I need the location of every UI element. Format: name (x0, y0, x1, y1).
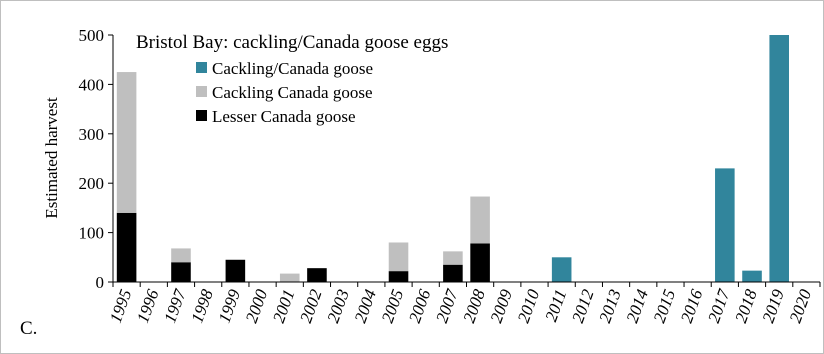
x-tick-label: 2006 (405, 286, 435, 325)
x-tick-label: 1998 (187, 286, 217, 325)
x-tick-label: 2017 (704, 285, 734, 325)
bar-1995-series-1 (116, 72, 137, 213)
bar-2005-series-1 (388, 242, 409, 272)
x-tick-label: 2007 (432, 285, 462, 325)
bar-2018-series-2 (742, 270, 762, 282)
y-axis-label: Estimated harvest (42, 97, 61, 219)
x-tick-label: 2008 (459, 286, 489, 325)
bar-2007-series-0 (443, 264, 463, 282)
legend-label: Cackling/Canada goose (212, 59, 373, 78)
y-ticks-group: 0 100 200 300 400 500 (79, 26, 113, 292)
x-tick-label: 2016 (677, 286, 707, 325)
x-tick-label: 2018 (731, 286, 761, 325)
bar-2001-series-1 (279, 273, 300, 282)
x-tick-label: 2015 (650, 287, 679, 325)
x-tick-label: 2005 (378, 287, 407, 325)
y-tick-label: 500 (79, 26, 105, 45)
x-tick-label: 2014 (623, 286, 653, 325)
x-tick-label: 2019 (758, 286, 788, 325)
bar-2007-series-1 (443, 251, 463, 265)
y-tick-label: 300 (79, 125, 105, 144)
x-tick-label: 2020 (786, 286, 816, 325)
bar-1997-series-1 (171, 248, 191, 263)
bars-group (116, 35, 789, 282)
bar-2008-series-0 (470, 243, 490, 282)
bar-2017-series-2 (715, 168, 735, 282)
chart-title: Bristol Bay: cackling/Canada goose eggs (136, 32, 448, 53)
legend-swatch (196, 86, 207, 97)
bar-2008-series-1 (470, 196, 490, 244)
x-tick-label: 2002 (296, 286, 326, 325)
x-tick-label: 1999 (215, 286, 245, 325)
x-ticks-group: 1995199619971998199920002001200220032004… (106, 282, 821, 325)
x-tick-label: 2012 (568, 286, 598, 325)
legend-label: Cackling Canada goose (212, 83, 373, 102)
x-tick-label: 2004 (351, 286, 381, 325)
legend-swatch (196, 110, 207, 121)
x-tick-label: 2011 (541, 287, 570, 324)
panel-label: C. (20, 318, 37, 339)
x-tick-label: 2013 (595, 287, 624, 325)
bar-2002-series-0 (307, 268, 327, 282)
x-tick-label: 2009 (487, 286, 517, 325)
x-tick-label: 2000 (242, 286, 272, 325)
legend-swatch (196, 62, 207, 73)
x-tick-label: 1995 (106, 287, 135, 325)
bar-2005-series-0 (388, 271, 409, 282)
bar-2011-series-2 (551, 257, 572, 282)
x-tick-label: 1996 (133, 286, 163, 325)
legend: Cackling/Canada goose Cackling Canada goo… (196, 59, 373, 126)
y-tick-label: 100 (79, 224, 105, 243)
bar-1999-series-0 (225, 259, 246, 282)
y-tick-label: 400 (79, 75, 105, 94)
bar-1995-series-0 (116, 212, 137, 282)
x-tick-label: 2003 (323, 287, 352, 325)
y-tick-label: 0 (96, 273, 105, 292)
bar-2019-series-2 (769, 35, 789, 282)
x-tick-label: 2001 (269, 287, 298, 325)
x-tick-label: 2010 (514, 286, 544, 325)
x-tick-label: 1997 (160, 285, 190, 325)
y-tick-label: 200 (79, 174, 105, 193)
legend-label: Lesser Canada goose (212, 107, 356, 126)
bar-1997-series-0 (171, 262, 191, 282)
